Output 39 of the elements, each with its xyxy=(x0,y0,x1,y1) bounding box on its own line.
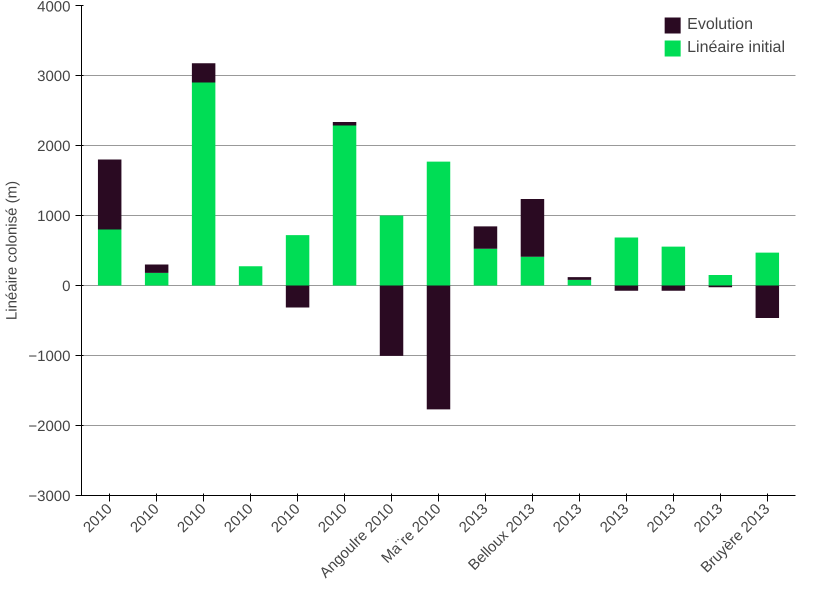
bar xyxy=(708,275,732,286)
y-tick-label: −1000 xyxy=(28,348,71,365)
bar xyxy=(426,162,450,286)
bar xyxy=(662,286,686,291)
bar xyxy=(286,235,310,286)
bar xyxy=(520,199,544,257)
bar xyxy=(332,122,356,126)
bar xyxy=(614,286,638,291)
bar xyxy=(474,248,498,286)
y-tick-label: 1000 xyxy=(37,208,71,225)
bar xyxy=(426,286,450,410)
y-tick-label: −2000 xyxy=(28,418,71,435)
bar xyxy=(756,252,780,286)
bar xyxy=(192,82,216,286)
y-tick-label: 3000 xyxy=(37,68,71,85)
bar xyxy=(380,216,404,286)
bar xyxy=(756,286,780,318)
bar xyxy=(144,272,168,286)
bar xyxy=(238,266,262,286)
bar xyxy=(192,63,216,82)
bar xyxy=(332,126,356,286)
legend-label: Evolution xyxy=(687,16,753,34)
bar xyxy=(614,238,638,286)
bar xyxy=(474,226,498,249)
bar xyxy=(286,286,310,308)
bar xyxy=(144,264,168,273)
y-axis-title: Linéaire colonisé (m) xyxy=(3,180,20,320)
y-tick-label: −3000 xyxy=(28,488,71,505)
bar xyxy=(98,230,122,286)
bar xyxy=(98,160,122,230)
bar xyxy=(662,246,686,286)
bar xyxy=(568,280,592,286)
y-tick-label: 0 xyxy=(62,278,70,295)
bar xyxy=(380,286,404,356)
y-tick-label: 4000 xyxy=(37,0,71,16)
bar xyxy=(520,256,544,286)
legend-label: Linéaire initial xyxy=(687,39,785,57)
bar xyxy=(568,277,592,280)
y-tick-label: 2000 xyxy=(37,138,71,155)
